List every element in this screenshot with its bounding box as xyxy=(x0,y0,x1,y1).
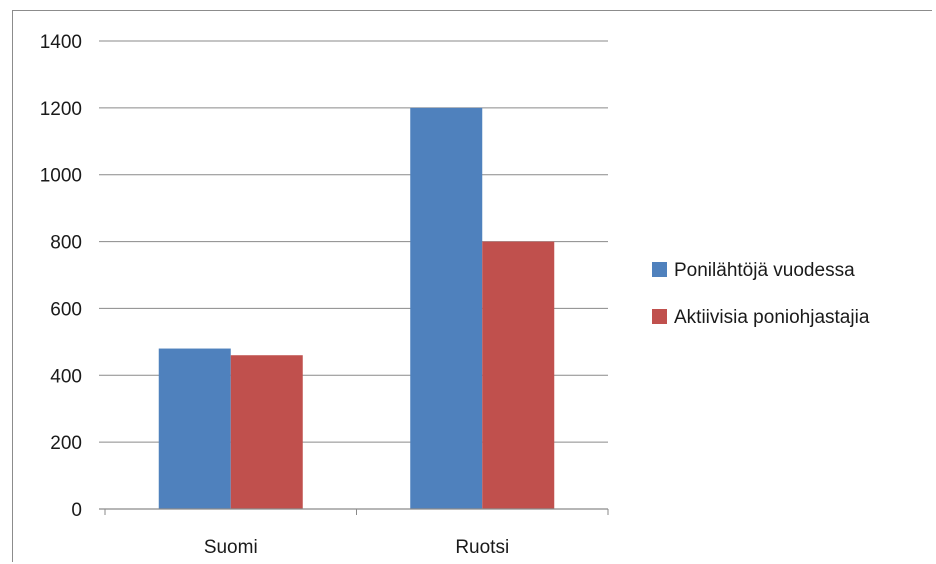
x-axis-category-labels: Suomi Ruotsi xyxy=(204,537,509,558)
y-tick-label: 1400 xyxy=(40,32,82,53)
bar-ruotsi-series-1 xyxy=(410,107,483,509)
y-tick-label: 1200 xyxy=(40,99,82,120)
y-tick-label: 0 xyxy=(71,500,82,521)
y-tick-label: 400 xyxy=(50,366,82,387)
x-category-label: Ruotsi xyxy=(455,537,509,558)
y-tick-label: 1000 xyxy=(40,166,82,187)
y-tick-label: 800 xyxy=(50,233,82,254)
legend-swatch xyxy=(652,309,667,324)
bars xyxy=(158,107,555,510)
legend: Ponilähtöjä vuodessa Aktiivisia poniohjas… xyxy=(652,260,870,328)
bar-suomi-series-1 xyxy=(158,348,231,509)
bar-ruotsi-series-2 xyxy=(482,241,555,510)
bar-suomi-series-2 xyxy=(230,355,303,509)
x-axis xyxy=(99,508,609,515)
y-tick-label: 200 xyxy=(50,433,82,454)
legend-swatch xyxy=(652,262,667,277)
x-category-label: Suomi xyxy=(204,537,258,558)
legend-label: Aktiivisia poniohjastajia xyxy=(674,307,870,328)
y-axis-tick-labels: 0 200 400 600 800 1000 1200 1400 xyxy=(40,32,82,521)
y-tick-label: 600 xyxy=(50,299,82,320)
legend-label: Ponilähtöjä vuodessa xyxy=(674,260,855,281)
